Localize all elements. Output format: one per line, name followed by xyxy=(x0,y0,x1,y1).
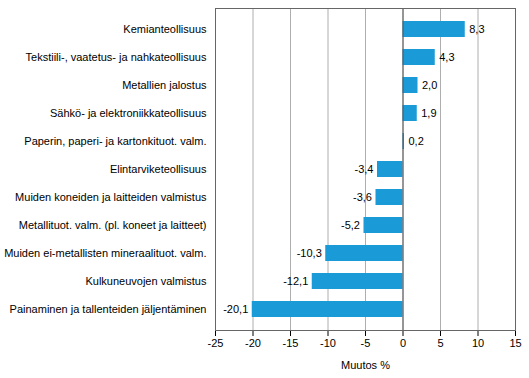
svg-text:Painaminen ja tallenteiden jäl: Painaminen ja tallenteiden jäljentäminen xyxy=(10,303,207,315)
svg-text:-5: -5 xyxy=(361,337,371,349)
svg-text:Kemianteollisuus: Kemianteollisuus xyxy=(123,23,207,35)
svg-text:Muutos %: Muutos % xyxy=(341,359,390,371)
svg-text:-20: -20 xyxy=(245,337,261,349)
svg-text:Muiden ei-metallisten mineraal: Muiden ei-metallisten mineraalituot. val… xyxy=(4,247,206,259)
svg-text:-12,1: -12,1 xyxy=(283,275,308,287)
svg-text:-5,2: -5,2 xyxy=(341,219,360,231)
svg-text:Metallien jalostus: Metallien jalostus xyxy=(122,79,207,91)
svg-text:Muiden koneiden ja laitteiden: Muiden koneiden ja laitteiden valmistus xyxy=(15,191,207,203)
svg-text:8,3: 8,3 xyxy=(469,23,484,35)
svg-text:Metallituot. valm. (pl. koneet: Metallituot. valm. (pl. koneet ja laitte… xyxy=(19,219,207,231)
svg-text:Tekstiili-, vaatetus- ja nahka: Tekstiili-, vaatetus- ja nahkateollisuus xyxy=(26,51,207,63)
svg-text:0,2: 0,2 xyxy=(409,135,424,147)
svg-text:-20,1: -20,1 xyxy=(223,303,248,315)
svg-text:-25: -25 xyxy=(208,337,224,349)
svg-text:Kulkuneuvojen valmistus: Kulkuneuvojen valmistus xyxy=(85,275,207,287)
svg-text:1,9: 1,9 xyxy=(421,107,436,119)
svg-text:4,3: 4,3 xyxy=(439,51,454,63)
svg-text:Sähkö- ja elektroniikkateollis: Sähkö- ja elektroniikkateollisuus xyxy=(50,107,207,119)
svg-text:-3,6: -3,6 xyxy=(353,191,372,203)
svg-text:-10,3: -10,3 xyxy=(297,247,322,259)
svg-text:-3,4: -3,4 xyxy=(355,163,374,175)
svg-text:5: 5 xyxy=(437,337,443,349)
svg-text:-15: -15 xyxy=(283,337,299,349)
svg-text:10: 10 xyxy=(472,337,484,349)
svg-text:0: 0 xyxy=(400,337,406,349)
svg-text:15: 15 xyxy=(509,337,521,349)
svg-text:Paperin, paperi- ja kartonkitu: Paperin, paperi- ja kartonkituot. valm. xyxy=(24,135,206,147)
svg-text:-10: -10 xyxy=(320,337,336,349)
svg-text:2,0: 2,0 xyxy=(422,79,437,91)
svg-text:Elintarviketeollisuus: Elintarviketeollisuus xyxy=(110,163,207,175)
